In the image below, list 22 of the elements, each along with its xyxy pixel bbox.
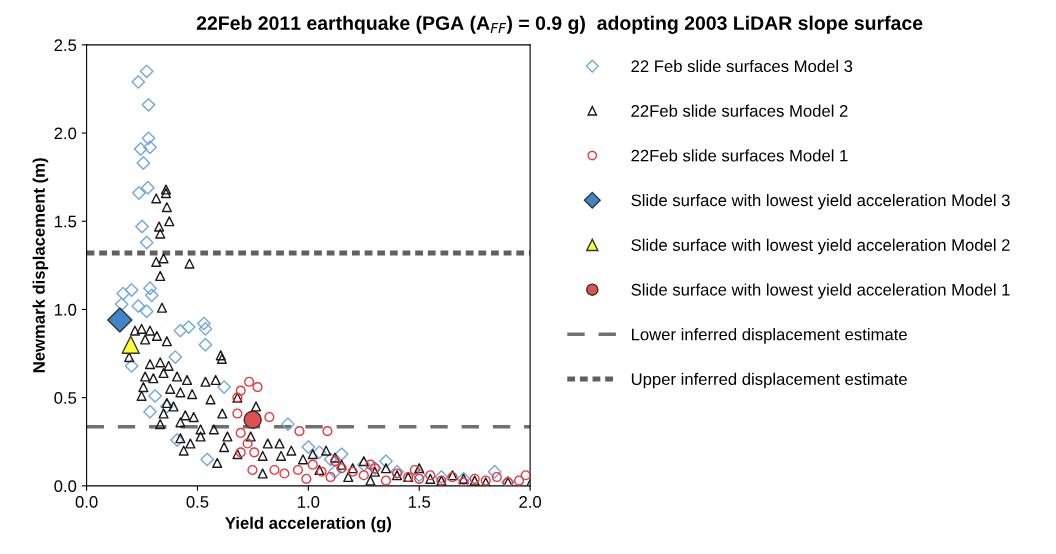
y-tick-label: 0.5 [54, 392, 77, 404]
y-axis-title: Newmark displacement (m) [32, 158, 49, 373]
y-tick-label: 1.0 [54, 303, 77, 316]
x-tick-label: 2.0 [519, 496, 542, 508]
legend-label: Slide surface with lowest yield acceleration Model 1 [631, 283, 1010, 299]
y-tick-label: 0.0 [54, 480, 77, 493]
x-tick-label: 0.0 [75, 496, 98, 508]
x-tick-label: 1.0 [298, 496, 320, 508]
legend-label: Upper inferred displacement estimate [631, 372, 907, 389]
y-tick-label: 2.0 [54, 127, 77, 140]
x-axis-title: Yield acceleration (g) [225, 516, 392, 533]
legend-label: 22 Feb slide surfaces Model 3 [631, 59, 853, 73]
legend-label: Lower inferred displacement estimate [631, 328, 907, 344]
x-tick-label: 1.5 [408, 496, 431, 508]
y-tick-label: 2.5 [54, 39, 77, 52]
legend-label: 22Feb slide surfaces Model 2 [631, 104, 848, 117]
y-tick-label: 1.5 [54, 215, 77, 228]
legend-label: 22Feb slide surfaces Model 1 [631, 149, 848, 162]
x-tick-label: 0.5 [186, 496, 209, 508]
legend-label: Slide surface with lowest yield acceleration Model 3 [631, 193, 1010, 210]
chart-title: 22Feb 2011 earthquake (PGA (A$_{FF}$) = 0.9 g) adopting 2003 LiDAR slope surface [196, 15, 923, 34]
legend-label: Slide surface with lowest yield acceleration Model 2 [631, 238, 1010, 255]
